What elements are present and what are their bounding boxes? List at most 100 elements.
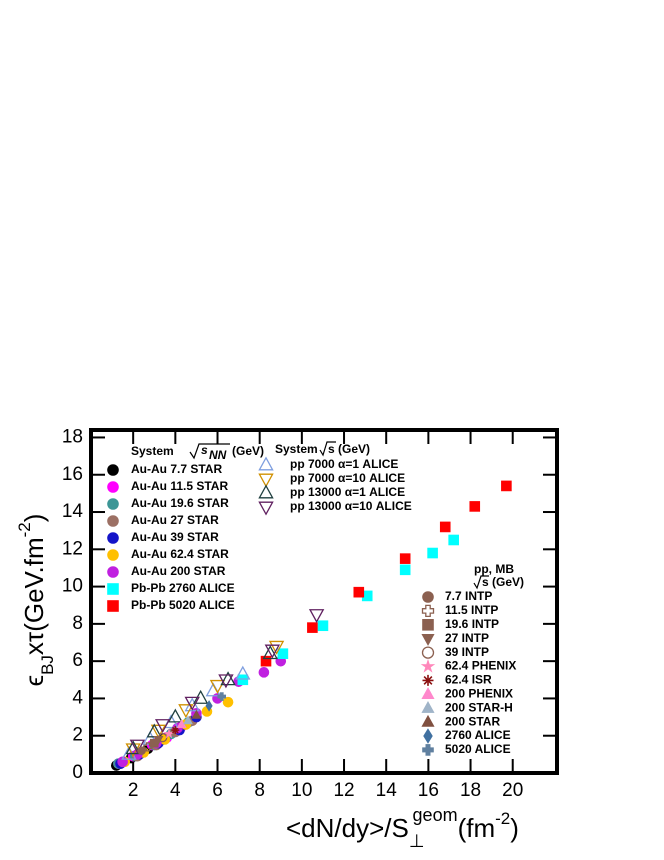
x-tick-label: 4 [170, 780, 181, 801]
legend-label: pp 7000 α=1 ALICE [290, 457, 398, 471]
legend-label: 62.4 ISR [445, 673, 492, 687]
y-axis-title-part: ϵ [19, 675, 49, 687]
data-point [469, 501, 481, 512]
legend-label: Au-Au 19.6 STAR [131, 496, 229, 510]
y-axis-title-part: ) [19, 514, 49, 523]
data-point [129, 739, 146, 754]
data-point [143, 742, 153, 752]
y-axis-title-part: -2 [15, 522, 34, 537]
data-point [268, 640, 285, 655]
data-point [427, 547, 438, 559]
legend-marker [107, 532, 119, 544]
legend-header: pp, MB [474, 562, 514, 576]
legend-marker [107, 498, 119, 510]
legend-label: 200 PHENIX [445, 686, 513, 700]
y-axis-title-part: xτ(GeV.fm [19, 537, 49, 655]
legend-label: Au-Au 39 STAR [131, 530, 219, 544]
data-point [448, 534, 459, 546]
legend-label: Pb-Pb 2760 ALICE [131, 581, 235, 595]
data-point [235, 665, 251, 680]
legend-label: 2760 ALICE [445, 728, 511, 742]
x-axis-title-part: -2 [495, 809, 510, 828]
y-tick-label: 2 [72, 725, 83, 746]
data-point [209, 679, 226, 694]
sqrt-sign [189, 443, 230, 460]
data-point [264, 644, 281, 659]
legend-marker [107, 515, 119, 527]
y-tick-label: 16 [62, 464, 83, 485]
legend-header: System [275, 442, 318, 456]
data-point [183, 715, 193, 725]
legend-header: s (GeV) [328, 442, 370, 456]
y-tick-label: 12 [62, 538, 83, 559]
legend-marker [422, 591, 434, 603]
legend-marker [107, 549, 119, 561]
data-point [218, 674, 234, 689]
legend-label: Au-Au 7.7 STAR [131, 462, 222, 476]
x-axis-title: <dN/dy>/S⊥ geom(fm-2) [286, 805, 519, 851]
data-point [217, 692, 227, 701]
legend-marker [258, 501, 274, 516]
legend-marker [107, 464, 119, 476]
data-point [178, 704, 194, 719]
x-axis-title-part: ⊥ [409, 831, 425, 851]
legend-header: (GeV) [232, 444, 264, 458]
data-point [237, 674, 249, 686]
legend-marker [107, 600, 119, 612]
data-point [205, 700, 213, 712]
legend-label: Pb-Pb 5020 ALICE [131, 598, 235, 612]
legend-label: pp 13000 α=1 ALICE [290, 485, 405, 499]
data-point [277, 648, 289, 659]
x-tick-label: 16 [418, 780, 439, 801]
sqrt-sign [319, 441, 336, 457]
x-axis-title-part: ) [510, 813, 519, 843]
legend-marker [420, 658, 436, 673]
legend-marker [107, 583, 119, 595]
y-axis-title-part: BJ [38, 655, 57, 675]
legend-marker [422, 674, 434, 686]
y-tick-label: 4 [72, 687, 83, 708]
data-point [154, 719, 171, 734]
legend-label: Au-Au 62.4 STAR [131, 547, 229, 561]
data-point [439, 521, 451, 533]
legend-marker [423, 728, 433, 744]
legend-marker [422, 618, 434, 631]
legend-label: 11.5 INTP [445, 603, 498, 617]
y-tick-label: 18 [62, 426, 83, 447]
legend-label: 200 STAR [445, 714, 500, 728]
legend-label: 27 INTP [445, 631, 489, 645]
legend-marker [421, 700, 435, 713]
data-point [167, 708, 184, 723]
data-point [260, 655, 272, 667]
legend-header: s [201, 443, 208, 457]
legend-label: 7.7 INTP [445, 589, 492, 603]
y-tick-label: 14 [62, 501, 84, 522]
data-point [308, 609, 325, 624]
data-point [191, 709, 202, 719]
data-point [399, 553, 411, 564]
data-point [222, 696, 234, 708]
legend-header: s (GeV) [482, 575, 524, 589]
legend-label: Au-Au 27 STAR [131, 513, 219, 527]
legend-marker [422, 744, 434, 756]
data-point [501, 480, 512, 492]
x-tick-label: 10 [291, 780, 312, 801]
y-tick-label: 0 [72, 762, 83, 783]
x-tick-label: 8 [254, 780, 265, 801]
x-tick-label: 12 [333, 780, 354, 801]
legend-marker [107, 481, 119, 493]
legend-marker [258, 456, 274, 471]
legend-label: Au-Au 200 STAR [131, 564, 226, 578]
x-tick-label: 18 [460, 780, 481, 801]
x-tick-label: 20 [502, 780, 523, 801]
data-point [262, 645, 278, 660]
y-tick-label: 10 [62, 576, 83, 597]
legend-label: 19.6 INTP [445, 617, 499, 631]
legend-label: Au-Au 11.5 STAR [131, 479, 228, 493]
legend-header: NN [209, 448, 227, 462]
data-point [317, 620, 329, 632]
x-tick-label: 2 [128, 780, 139, 801]
y-tick-label: 8 [72, 613, 83, 634]
legend-label: 39 INTP [445, 645, 489, 659]
